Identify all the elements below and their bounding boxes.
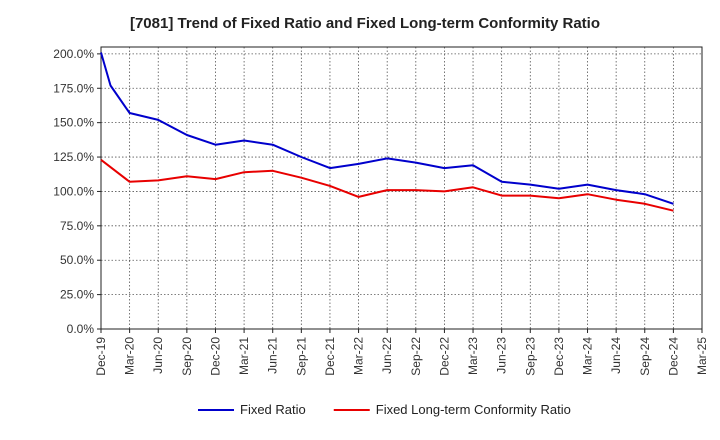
y-tick-label: 175.0% (53, 81, 94, 95)
y-tick-label: 75.0% (60, 219, 94, 233)
x-tick-label: Mar-23 (466, 337, 480, 375)
x-tick-label: Mar-20 (123, 337, 137, 375)
x-tick-label: Mar-21 (237, 337, 251, 375)
legend-label-1: Fixed Long-term Conformity Ratio (376, 402, 571, 417)
x-tick-label: Dec-21 (323, 337, 337, 376)
series-line-1 (100, 159, 674, 212)
chart-title: [7081] Trend of Fixed Ratio and Fixed Lo… (130, 15, 600, 32)
x-tick-label: Jun-21 (266, 337, 280, 374)
x-tick-label: Jun-24 (609, 337, 623, 374)
x-tick-label: Dec-24 (666, 337, 680, 376)
y-tick-label: 200.0% (53, 47, 94, 61)
y-axis: 0.0% 25.0% 50.0% 75.0% 100.0% 125.0% 150.0% 175… (53, 47, 101, 336)
x-tick-label: Jun-22 (380, 337, 394, 374)
series-lines (100, 52, 674, 212)
y-tick-label: 0.0% (67, 322, 95, 336)
y-tick-label: 25.0% (60, 288, 94, 302)
x-tick-label: Jun-20 (151, 337, 165, 374)
x-tick-label: Sep-22 (409, 337, 423, 376)
grid-lines (100, 47, 703, 330)
x-tick-label: Sep-24 (638, 337, 652, 376)
x-tick-label: Mar-24 (581, 337, 595, 375)
y-tick-label: 100.0% (53, 184, 94, 198)
series-line-0 (100, 52, 674, 205)
legend: Fixed Ratio Fixed Long-term Conformity Ra… (198, 402, 571, 417)
x-tick-label: Dec-20 (208, 337, 222, 376)
x-tick-label: Sep-21 (294, 337, 308, 376)
x-tick-label: Dec-22 (437, 337, 451, 376)
x-tick-label: Jun-23 (495, 337, 509, 374)
y-tick-label: 50.0% (60, 253, 94, 267)
x-tick-label: Dec-19 (94, 337, 108, 376)
x-tick-label: Dec-23 (552, 337, 566, 376)
plot-area-frame (100, 46, 703, 330)
legend-label-0: Fixed Ratio (240, 402, 306, 417)
y-tick-label: 125.0% (53, 150, 94, 164)
x-axis: Dec-19 Mar-20 Jun-20 Sep-20 Dec-20 Mar-21 Jun-… (94, 329, 709, 376)
y-tick-label: 150.0% (53, 116, 94, 130)
x-tick-label: Mar-25 (695, 337, 709, 375)
x-tick-label: Sep-23 (523, 337, 537, 376)
x-tick-label: Mar-22 (352, 337, 366, 375)
x-tick-label: Sep-20 (180, 337, 194, 376)
